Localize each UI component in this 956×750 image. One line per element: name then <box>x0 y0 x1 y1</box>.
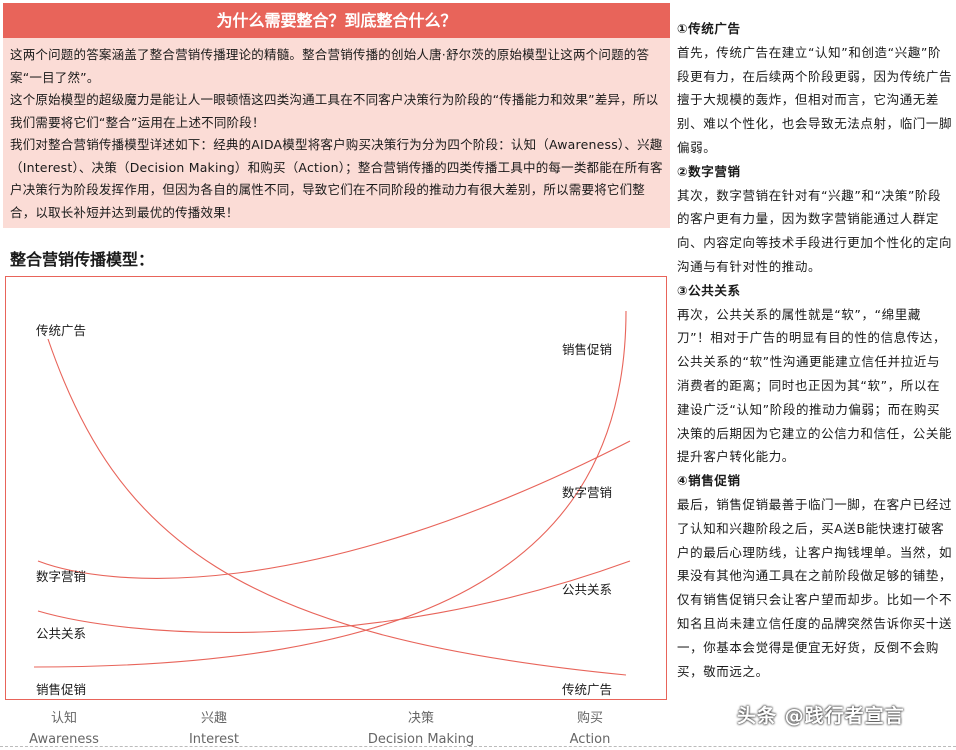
section-title-digital-marketing: ②数字营销 <box>677 163 741 179</box>
curve-digital-marketing <box>37 440 631 579</box>
stage-decision: 决策 Decision Making <box>346 708 496 750</box>
label-right-traditional-ad: 传统广告 <box>562 682 613 697</box>
section-body-digital-marketing: 其次，数字营销在针对有“兴趣”和“决策”阶段的客户更有力量，因为数字营销能通过人… <box>677 187 953 274</box>
left-panel: 为什么需要整合？到底整合什么？ 这两个问题的答案涵盖了整合营销传播理论的精髓。整… <box>3 3 670 228</box>
label-left-traditional-ad: 传统广告 <box>36 323 87 338</box>
section-body-public-relations: 再次，公共关系的属性就是“软”，“绵里藏刀”！相对于广告的明显有目的性的信息传达… <box>677 306 953 465</box>
section-title-traditional-ad: ①传统广告 <box>677 21 741 36</box>
intro-paragraph: 这两个问题的答案涵盖了整合营销传播理论的精髓。整合营销传播的创始人唐·舒尔茨的原… <box>10 47 650 85</box>
curve-sales-promotion <box>33 310 627 668</box>
stage-action-cn: 购买 <box>576 711 603 726</box>
stage-action-en: Action <box>569 732 611 747</box>
intro-box: 这两个问题的答案涵盖了整合营销传播理论的精髓。整合营销传播的创始人唐·舒尔茨的原… <box>3 38 670 228</box>
stage-decision-en: Decision Making <box>367 732 475 747</box>
stage-interest-cn: 兴趣 <box>200 711 227 726</box>
stage-action: 购买 Action <box>540 708 640 750</box>
intro-paragraph: 这个原始模型的超级魔力是能让人一眼顿悟这四类沟通工具在不同客户决策行为阶段的“传… <box>10 92 659 130</box>
label-left-digital-marketing: 数字营销 <box>36 569 87 584</box>
stage-awareness-en: Awareness <box>29 732 99 747</box>
model-curves <box>33 310 631 676</box>
model-chart: 传统广告 数字营销 公共关系 销售促销 销售促销 数字营销 公共关系 传统广告 <box>5 276 667 700</box>
label-right-public-relations: 公共关系 <box>562 582 613 597</box>
section-body-traditional-ad: 首先，传统广告在建立“认知”和创造“兴趣”阶段更有力，在后续两个阶段更弱，因为传… <box>677 44 953 155</box>
intro-paragraph: 我们对整合营销传播模型详述如下：经典的AIDA模型将客户购买决策行为分为四个阶段… <box>10 137 663 220</box>
bottom-divider <box>0 746 956 747</box>
section-title-public-relations: ③公共关系 <box>677 282 741 298</box>
label-right-sales-promotion: 销售促销 <box>562 342 613 357</box>
label-left-public-relations: 公共关系 <box>36 626 87 641</box>
model-title: 整合营销传播模型： <box>10 250 155 269</box>
stage-awareness-cn: 认知 <box>50 711 77 726</box>
watermark: 头条 @践行者宣言 <box>737 705 905 727</box>
section-body-sales-promotion: 最后，销售促销最善于临门一脚，在客户已经过了认知和兴趣阶段之后，买A送B能快速打… <box>677 496 953 679</box>
stage-interest: 兴趣 Interest <box>164 708 264 750</box>
stage-interest-en: Interest <box>188 732 240 747</box>
page-title: 为什么需要整合？到底整合什么？ <box>3 3 670 38</box>
label-right-digital-marketing: 数字营销 <box>562 485 613 500</box>
curve-traditional-ad <box>47 338 627 676</box>
stage-awareness: 认知 Awareness <box>14 708 114 750</box>
section-title-sales-promotion: ④销售促销 <box>677 473 741 489</box>
right-panel: ①传统广告 首先，传统广告在建立“认知”和创造“兴趣”阶段更有力，在后续两个阶段… <box>677 17 953 683</box>
stage-decision-cn: 决策 <box>407 711 434 726</box>
label-left-sales-promotion: 销售促销 <box>36 682 87 697</box>
curve-public-relations <box>37 560 631 634</box>
